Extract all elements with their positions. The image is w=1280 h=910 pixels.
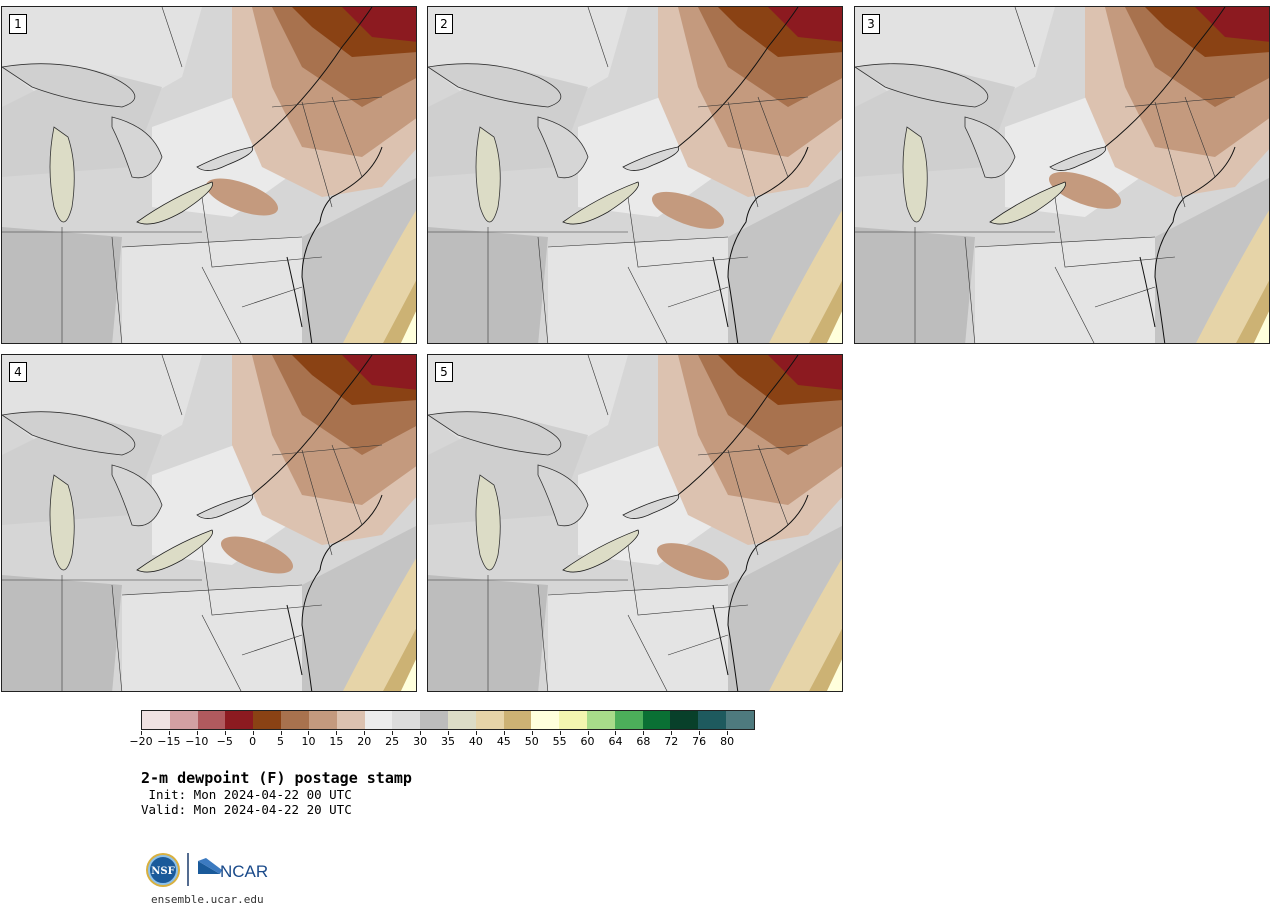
- colorbar-tick: [643, 731, 645, 735]
- colorbar-swatch: [447, 711, 476, 729]
- colorbar-swatch: [503, 711, 532, 729]
- map-panel-5: 5: [427, 354, 843, 692]
- colorbar-tick-label: −10: [185, 735, 209, 748]
- chart-title: 2-m dewpoint (F) postage stamp: [141, 769, 412, 787]
- colorbar-tick: [280, 731, 282, 735]
- colorbar-tick: [420, 731, 422, 735]
- map-panel-2: 2: [427, 6, 843, 344]
- panel-number: 2: [435, 14, 453, 34]
- colorbar-swatch: [364, 711, 393, 729]
- colorbar-swatch: [614, 711, 643, 729]
- colorbar-tick: [448, 731, 449, 735]
- ncar-logo-icon: NCAR: [198, 858, 268, 881]
- colorbar-tick: [587, 731, 589, 735]
- colorbar-tick: [727, 731, 729, 735]
- colorbar-tick: [531, 731, 533, 735]
- colorbar-tick: [308, 731, 310, 735]
- nsf-logo-icon: NSF: [146, 853, 180, 887]
- panel-number: 4: [9, 362, 27, 382]
- colorbar-tick: [336, 731, 338, 735]
- colorbar-ticks: −20 −15 −10 −5 0 5 10 15 20 25 30 35 40 45 50 55 60 64 68 7…: [129, 731, 755, 751]
- svg-text:NCAR: NCAR: [220, 862, 268, 881]
- dewpoint-map: [428, 355, 842, 691]
- colorbar-tick: [475, 731, 477, 735]
- colorbar-swatch: [420, 711, 448, 729]
- svg-text:NSF: NSF: [151, 866, 174, 877]
- colorbar-swatch: [308, 711, 337, 729]
- colorbar-tick-label: 80: [720, 735, 735, 748]
- colorbar-swatch: [392, 711, 421, 729]
- dewpoint-map: [428, 7, 842, 343]
- colorbar-tick-label: 55: [552, 735, 567, 748]
- colorbar-tick: [392, 731, 394, 735]
- colorbar-swatch: [642, 711, 671, 729]
- colorbar-tick: [252, 731, 254, 735]
- colorbar-tick-label: 72: [664, 735, 679, 748]
- colorbar-tick-label: 64: [608, 735, 623, 748]
- colorbar-swatch: [142, 711, 170, 729]
- colorbar-tick-label: 15: [329, 735, 344, 748]
- colorbar-tick: [168, 731, 170, 735]
- colorbar-tick-label: 40: [468, 735, 483, 748]
- panel-number: 1: [9, 14, 27, 34]
- colorbar-swatch: [197, 711, 226, 729]
- colorbar-tick: [671, 731, 673, 735]
- init-time: Init: Mon 2024-04-22 00 UTC: [141, 787, 352, 802]
- colorbar-tick-label: −15: [157, 735, 181, 748]
- colorbar-swatch: [225, 711, 254, 729]
- dewpoint-map: [2, 7, 416, 343]
- colorbar-swatch: [475, 711, 504, 729]
- colorbar-tick-label: 20: [357, 735, 372, 748]
- colorbar-tick-label: −20: [129, 735, 153, 748]
- dewpoint-map: [2, 355, 416, 691]
- colorbar: [141, 710, 755, 730]
- valid-time: Valid: Mon 2024-04-22 20 UTC: [141, 802, 352, 817]
- colorbar-tick-label: 60: [580, 735, 595, 748]
- colorbar-tick-label: 68: [636, 735, 651, 748]
- colorbar-swatch: [531, 711, 560, 729]
- panel-number: 5: [435, 362, 453, 382]
- colorbar-tick-label: 45: [496, 735, 511, 748]
- colorbar-tick-label: 10: [301, 735, 316, 748]
- colorbar-tick: [224, 731, 226, 735]
- colorbar-tick-label: 35: [441, 735, 455, 748]
- colorbar-tick: [699, 731, 701, 735]
- colorbar-tick-label: 25: [385, 735, 400, 748]
- colorbar-swatch: [253, 711, 282, 729]
- colorbar-tick: [364, 731, 366, 735]
- colorbar-tick: [503, 731, 505, 735]
- footer-url: ensemble.ucar.edu: [151, 893, 264, 906]
- colorbar-swatch: [698, 711, 727, 729]
- colorbar-tick: [196, 731, 198, 735]
- map-panel-1: 1: [1, 6, 417, 344]
- dewpoint-map: [855, 7, 1269, 343]
- map-panel-3: 3: [854, 6, 1270, 344]
- colorbar-tick-label: 0: [249, 735, 257, 748]
- panel-number: 3: [862, 14, 880, 34]
- logos: NSF NCAR: [144, 850, 274, 892]
- colorbar-swatch: [336, 711, 365, 729]
- colorbar-swatch: [559, 711, 587, 729]
- colorbar-swatch: [587, 711, 615, 729]
- colorbar-tick-label: 50: [524, 735, 539, 748]
- colorbar-tick: [141, 731, 142, 735]
- colorbar-swatch: [169, 711, 198, 729]
- colorbar-swatch: [281, 711, 309, 729]
- colorbar-swatch: [670, 711, 699, 729]
- colorbar-swatch: [726, 711, 754, 729]
- colorbar-tick: [615, 731, 617, 735]
- colorbar-tick-label: 30: [413, 735, 428, 748]
- colorbar-tick-label: −5: [216, 735, 233, 748]
- colorbar-tick-label: 5: [277, 735, 285, 748]
- colorbar-tick-label: 76: [692, 735, 707, 748]
- colorbar-tick: [559, 731, 561, 735]
- map-panel-4: 4: [1, 354, 417, 692]
